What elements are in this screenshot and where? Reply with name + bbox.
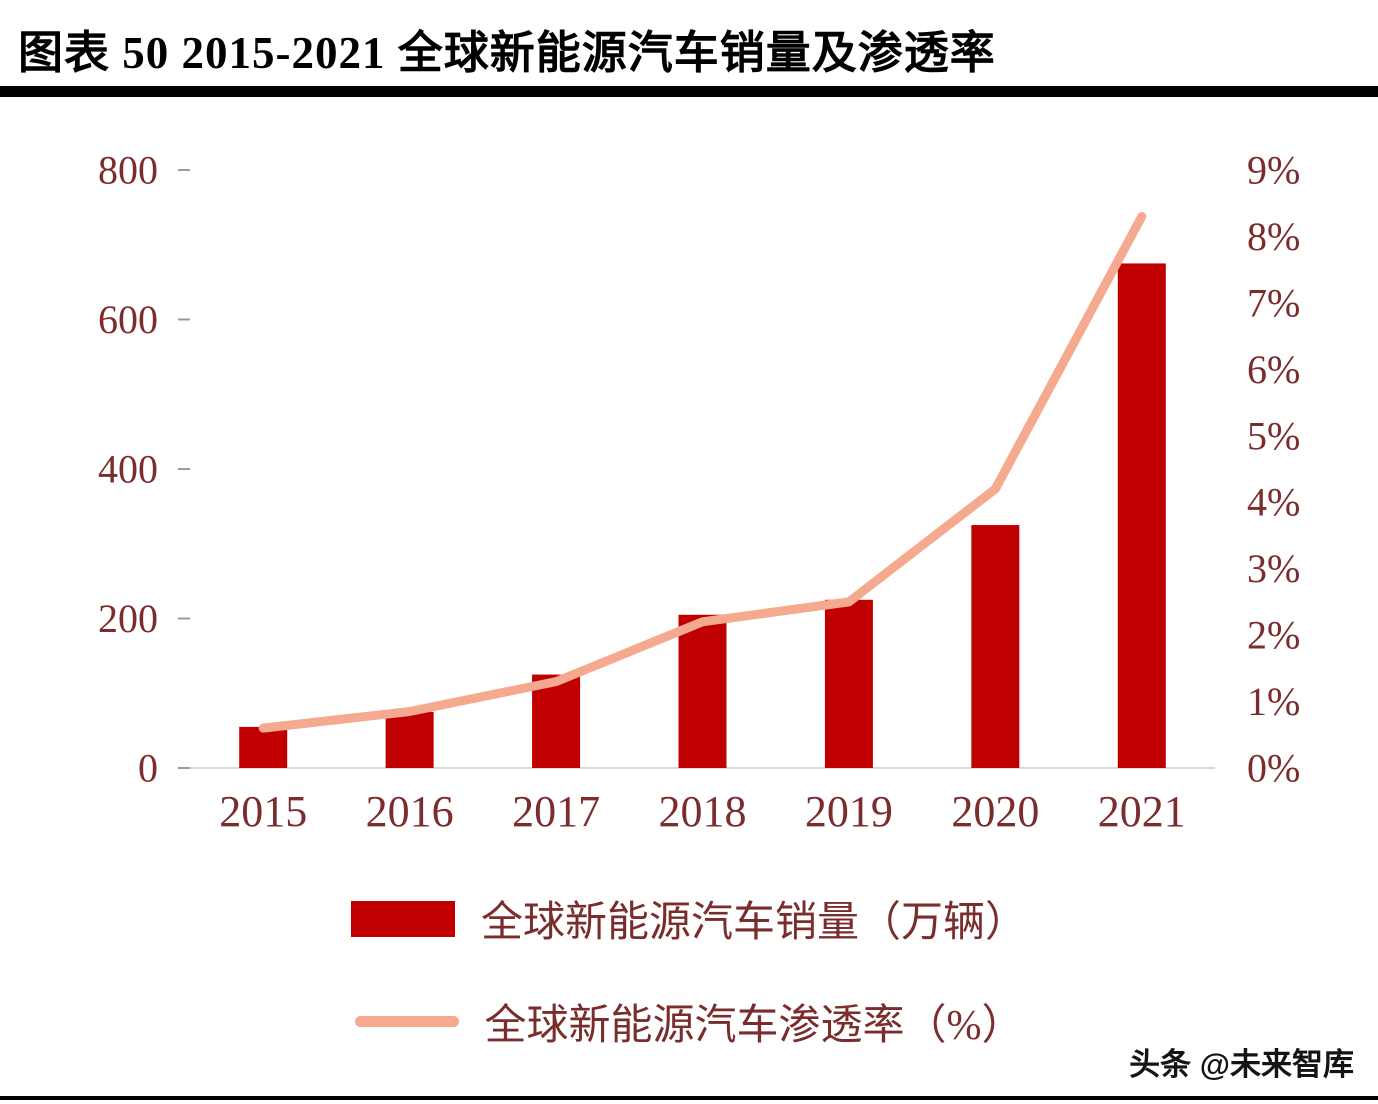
sales-bar [824, 599, 873, 768]
x-axis-category-label: 2017 [512, 787, 600, 836]
left-axis-tick-label: 0 [138, 746, 158, 791]
right-axis-tick-label: 1% [1247, 679, 1300, 724]
right-axis-tick-label: 0% [1247, 746, 1300, 791]
right-axis-tick-label: 3% [1247, 546, 1300, 591]
right-axis-tick-label: 7% [1247, 280, 1300, 325]
chart-title: 图表 50 2015-2021 全球新能源汽车销量及渗透率 [18, 28, 996, 78]
x-axis-category-label: 2020 [951, 787, 1039, 836]
x-axis-category-label: 2019 [805, 787, 893, 836]
sales-bar [1117, 263, 1166, 768]
left-axis-tick-label: 600 [98, 297, 158, 342]
legend-item-sales: 全球新能源汽车销量（万辆） [350, 888, 1027, 949]
penetration-line [258, 212, 1147, 733]
watermark: 头条 @未来智库 [1129, 1047, 1354, 1082]
sales-bar [971, 525, 1020, 768]
right-axis-tick-label: 5% [1247, 413, 1300, 458]
left-axis-tick-label: 200 [98, 596, 158, 641]
left-axis-tick-label: 800 [98, 148, 158, 193]
legend-label-sales: 全球新能源汽车销量（万辆） [480, 900, 1027, 946]
line-swatch [354, 1016, 459, 1027]
sales-bar [678, 614, 727, 768]
x-axis-category-label: 2021 [1098, 787, 1186, 836]
sales-bar [532, 674, 581, 768]
title-divider [0, 86, 1378, 97]
sales-bar [239, 726, 288, 768]
sales-bar [385, 711, 434, 768]
right-axis-tick-label: 6% [1247, 347, 1300, 392]
right-axis-tick-label: 4% [1247, 480, 1300, 525]
combo-chart: 0 200 400 600 800 0% 1% 2% 3% 4% 5% 6% 7% 8% 9% 2015 201… [98, 148, 1300, 837]
right-axis-tick-label: 2% [1247, 613, 1300, 658]
legend-label-penetration: 全球新能源汽车渗透率（%） [484, 1003, 1024, 1049]
right-axis-tick-label: 9% [1247, 148, 1300, 193]
left-axis-tick-label: 400 [98, 447, 158, 492]
legend-item-penetration: 全球新能源汽车渗透率（%） [354, 991, 1024, 1052]
bar-swatch [350, 900, 455, 937]
x-axis-category-label: 2018 [659, 787, 747, 836]
bottom-divider [0, 1096, 1378, 1100]
right-axis-tick-label: 8% [1247, 214, 1300, 259]
x-axis-category-label: 2015 [219, 787, 307, 836]
x-axis-category-label: 2016 [366, 787, 454, 836]
chart-legend: 全球新能源汽车销量（万辆） 全球新能源汽车渗透率（%） [0, 888, 1378, 1052]
